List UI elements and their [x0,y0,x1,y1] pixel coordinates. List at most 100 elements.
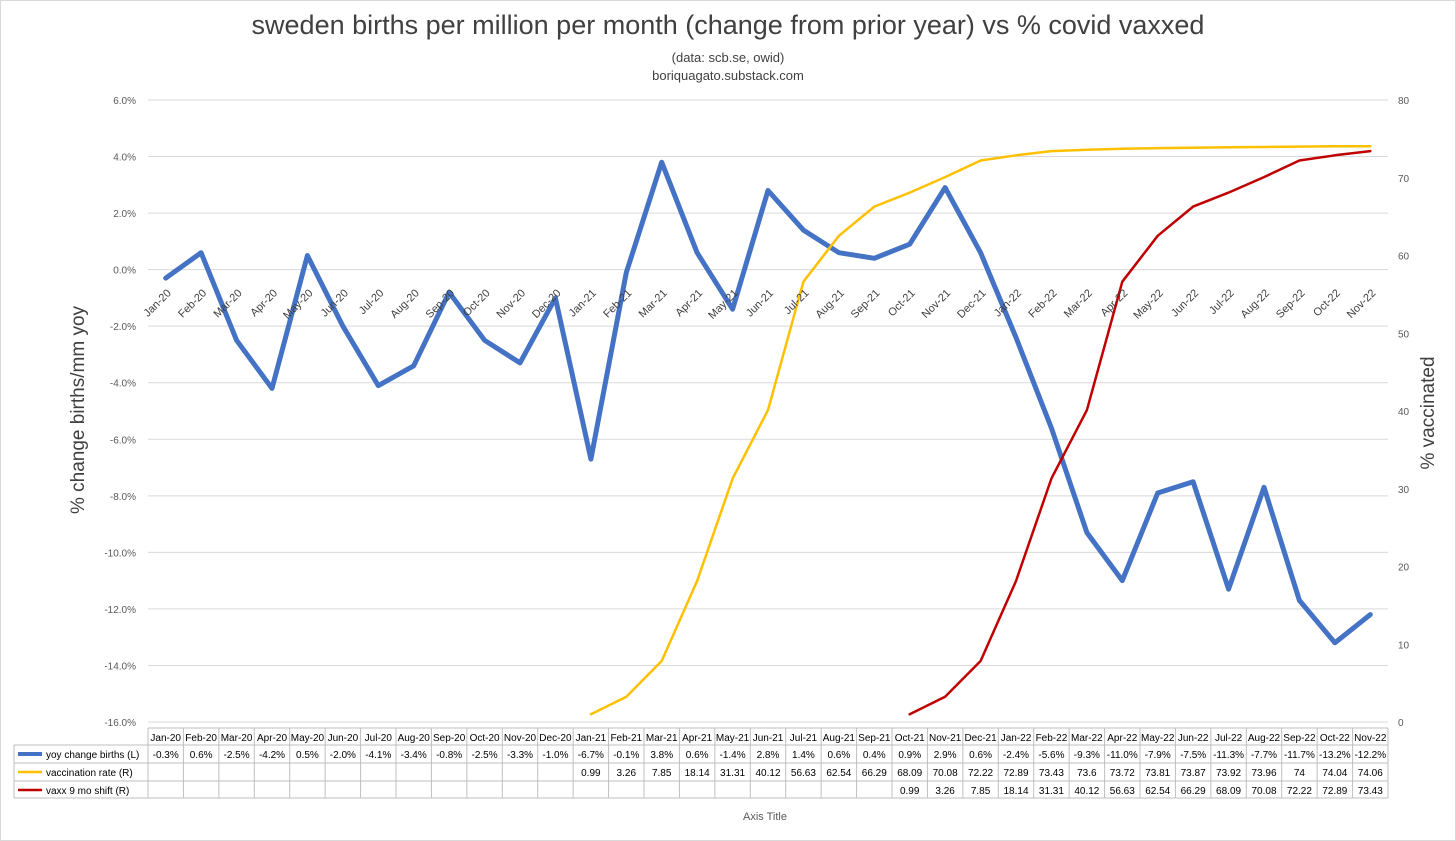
table-value-cell: -11.7% [1284,750,1315,761]
table-value-cell: -6.7% [578,750,604,761]
y-right-tick-label: 10 [1398,640,1410,651]
table-header-cell: Jul-22 [1215,733,1243,744]
x-tick-label: Feb-22 [1026,287,1059,320]
x-tick-label: Jul-22 [1207,287,1237,317]
x-tick-label: Nov-22 [1345,287,1379,321]
table-header-cell: Jul-21 [790,733,818,744]
y-axis-right-label: % vaccinated [1418,356,1439,469]
table-header-cell: Dec-21 [964,733,997,744]
y-left-tick-label: 4.0% [113,153,136,164]
table-value-cell: 0.6% [969,750,992,761]
table-header-cell: Feb-20 [185,733,217,744]
table-value-cell: 73.87 [1181,768,1206,779]
x-tick-label: Jul-21 [782,287,812,317]
table-value-cell: 0.4% [863,750,886,761]
legend-label-0: yoy change births (L) [46,750,139,761]
y-axis-left: 6.0% 4.0% 2.0% 0.0% -2.0% -4.0% -6.0% -8.0% -10.… [104,96,136,729]
table-value-cell: 3.26 [617,768,637,779]
table-value-cell: 7.85 [652,768,672,779]
legend-label-1: vaccination rate (R) [46,768,133,779]
table-value-cell: 56.63 [791,768,816,779]
table-value-cell: 1.4% [792,750,815,761]
table-value-cell: 73.72 [1110,768,1135,779]
table-header-cell: Jun-22 [1178,733,1209,744]
table-value-cell: -2.5% [224,750,250,761]
table-header-cell: Jan-22 [1001,733,1032,744]
table-value-cell: -3.3% [507,750,533,761]
table-header-cell: Mar-22 [1071,733,1103,744]
table-value-cell: 0.6% [190,750,213,761]
table-value-cell: 31.31 [720,768,745,779]
x-tick-label: Dec-21 [955,287,989,321]
table-value-cell: -4.1% [365,750,391,761]
table-header-cell: Oct-22 [1320,733,1350,744]
table-value-cell: 68.09 [897,768,922,779]
table-header-cell: Mar-21 [646,733,678,744]
table-value-cell: 74.04 [1322,768,1347,779]
y-left-tick-label: -10.0% [104,548,136,559]
table-header-cell: May-21 [716,733,750,744]
table-header-cell: Aug-21 [823,733,856,744]
table-value-cell: -2.0% [330,750,356,761]
series-lines [163,144,1373,716]
table-value-cell: 73.92 [1216,768,1241,779]
x-tick-label: Nov-20 [495,287,529,321]
x-tick-label: Aug-20 [388,287,422,321]
table-value-cell: -12.2% [1354,750,1386,761]
table-header-cell: Aug-22 [1248,733,1281,744]
table-value-cell: 18.14 [1003,786,1028,797]
y-left-tick-label: -12.0% [104,605,136,616]
table-value-cell: 70.08 [1251,786,1276,797]
x-tick-label: Oct-20 [461,287,493,319]
table-header-cell: Jan-20 [150,733,181,744]
y-right-tick-label: 20 [1398,563,1410,574]
table-header-cell: Jan-21 [576,733,607,744]
table-header-cell: Mar-20 [221,733,253,744]
table-header-cell: Jul-20 [365,733,393,744]
table-value-cell: 0.6% [827,750,850,761]
table-value-cell: 72.89 [1322,786,1347,797]
table-header-cell: Nov-20 [504,733,537,744]
table-value-cell: 2.9% [934,750,957,761]
chart-subtitle-site: boriquagato.substack.com [652,68,804,83]
y-left-tick-label: 0.0% [113,266,136,277]
table-value-cell: 0.99 [900,786,920,797]
table-value-cell: 74.06 [1358,768,1383,779]
x-tick-label: Oct-22 [1311,287,1343,319]
x-tick-label: Oct-21 [886,287,918,319]
table-header-cell: Apr-20 [257,733,287,744]
table-value-cell: 62.54 [826,768,851,779]
table-value-cell: 62.54 [1145,786,1170,797]
y-right-tick-label: 70 [1398,174,1410,185]
table-value-cell: 40.12 [1074,786,1099,797]
table-value-cell: -11.3% [1213,750,1244,761]
table-header-cell: Apr-21 [682,733,712,744]
x-tick-label: Aug-22 [1239,287,1273,321]
data-table: Jan-20 Feb-20 Mar-20 Apr-20 May-20 Jun-20 Jul-… [13,727,1389,799]
table-value-cell: -1.0% [542,750,568,761]
table-value-cell: 72.22 [968,768,993,779]
table-header-cell: Oct-21 [895,733,925,744]
table-value-cell: -4.2% [259,750,285,761]
table-value-cell: -7.5% [1180,750,1206,761]
x-axis-title: Axis Title [743,811,787,823]
table-header-cell: Apr-22 [1107,733,1137,744]
table-header-cell: Sep-22 [1283,733,1316,744]
table-value-cell: -5.6% [1038,750,1064,761]
table-value-cell: -1.4% [720,750,746,761]
x-tick-label: Mar-22 [1062,287,1095,320]
y-left-tick-label: -4.0% [110,379,136,390]
table-value-cell: 66.29 [862,768,887,779]
x-tick-label: Aug-21 [813,287,847,321]
table-value-cell: -2.4% [1003,750,1029,761]
table-value-cell: 73.43 [1358,786,1383,797]
y-left-tick-label: -16.0% [104,718,136,729]
x-tick-label: Jan-20 [142,287,174,319]
y-axis-left-label: % change births/mm yoy [68,305,89,514]
table-value-cell: -2.5% [472,750,498,761]
table-header-cell: Feb-21 [610,733,642,744]
y-left-tick-label: 6.0% [113,96,136,107]
table-value-cell: -11.0% [1107,750,1138,761]
y-right-tick-label: 50 [1398,329,1410,340]
x-tick-label: Jul-20 [357,287,387,317]
